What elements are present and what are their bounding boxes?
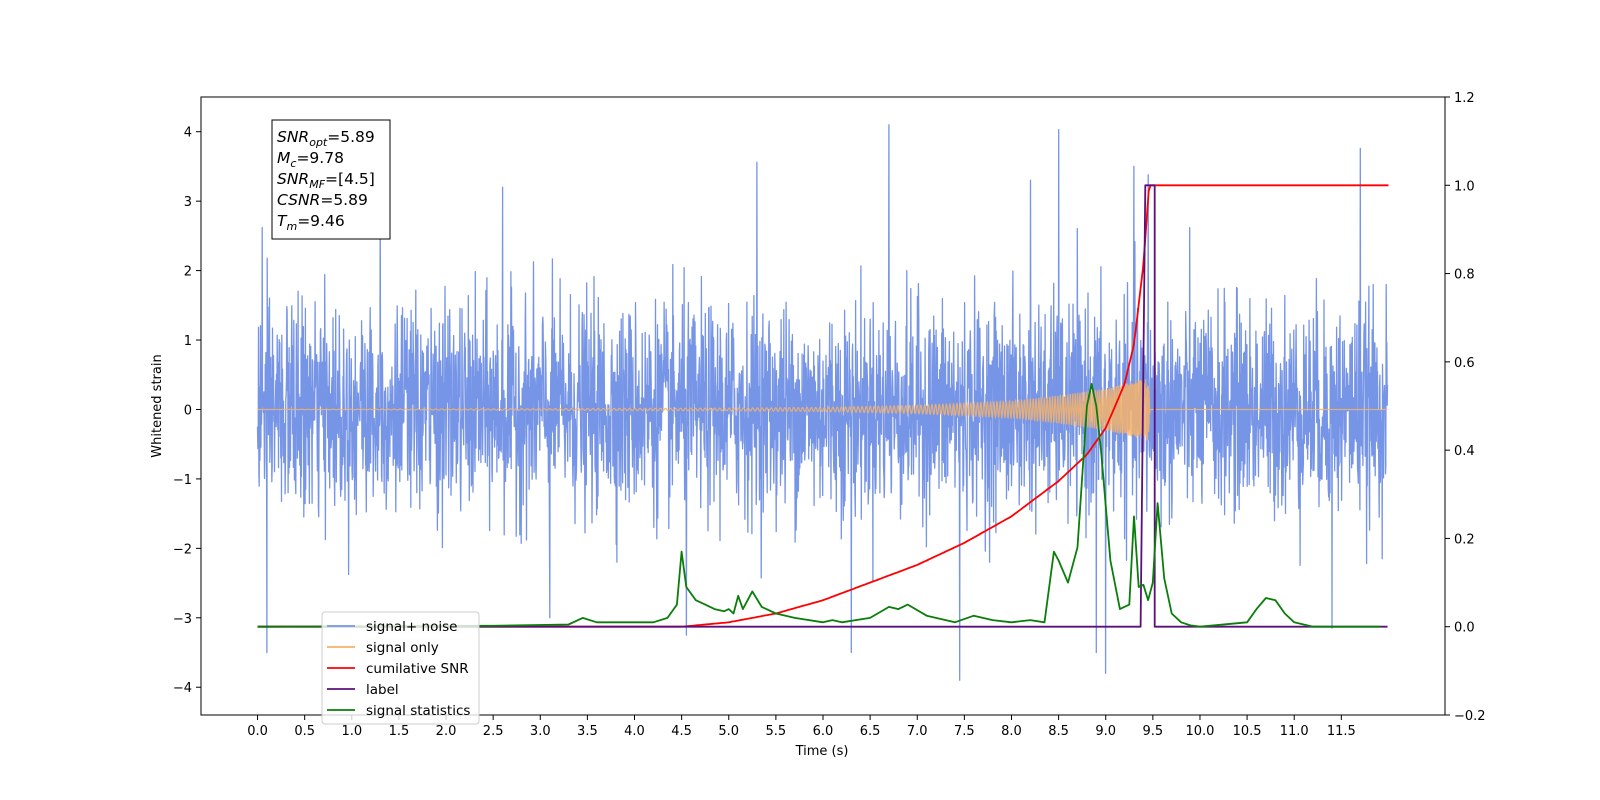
y-tick-label: −1 — [173, 473, 192, 488]
annotation-line: Mc=9.78 — [277, 149, 344, 170]
x-tick-label: 0.0 — [247, 724, 268, 739]
y-tick-label: 0 — [184, 403, 192, 418]
y-right-tick-label: 0.6 — [1454, 356, 1475, 371]
x-tick-label: 8.5 — [1048, 724, 1069, 739]
x-tick-label: 0.5 — [294, 724, 315, 739]
y-tick-label: 1 — [184, 334, 192, 349]
x-axis-label: Time (s) — [795, 744, 849, 759]
y-axis-right: −0.2 0.0 0.2 0.4 0.6 0.8 1.0 1.2 — [1445, 91, 1486, 724]
x-axis: 0.0 0.5 1.0 1.5 2.0 2.5 3.0 3.5 4.0 4.5 5.0 5.5 6.0 6… — [247, 715, 1356, 739]
x-tick-label: 6.0 — [813, 724, 834, 739]
legend-entry: signal only — [366, 640, 439, 656]
annotation-line: SNRopt=5.89 — [277, 128, 375, 149]
annotation-line: SNRMF=[4.5] — [277, 170, 375, 191]
y-right-tick-label: 0.4 — [1454, 444, 1475, 459]
x-tick-label: 4.0 — [624, 724, 645, 739]
legend-entry: cumilative SNR — [366, 661, 469, 677]
x-tick-label: 5.5 — [766, 724, 787, 739]
y-tick-label: 3 — [184, 195, 192, 210]
legend: signal+ noise signal only cumilative SNR la… — [321, 611, 480, 725]
y-right-tick-label: 1.2 — [1454, 91, 1475, 106]
x-tick-label: 5.0 — [718, 724, 739, 739]
x-tick-label: 10.5 — [1233, 724, 1262, 739]
y-right-tick-label: 0.0 — [1454, 621, 1475, 636]
series-signal-only — [257, 379, 1388, 441]
x-tick-label: 11.5 — [1327, 724, 1356, 739]
x-tick-label: 7.5 — [954, 724, 975, 739]
annotation-frame — [271, 119, 391, 240]
y-tick-label: −4 — [173, 681, 192, 696]
series-signal-statistics — [257, 383, 1381, 628]
y-tick-label: −2 — [173, 542, 192, 557]
annotation-line: CSNR=5.89 — [277, 191, 368, 209]
x-tick-label: 3.0 — [530, 724, 551, 739]
x-tick-label: 11.0 — [1280, 724, 1309, 739]
x-tick-label: 1.0 — [341, 724, 362, 739]
x-tick-label: 2.5 — [483, 724, 504, 739]
x-tick-label: 3.5 — [577, 724, 598, 739]
x-tick-label: 6.5 — [860, 724, 881, 739]
x-tick-label: 9.0 — [1095, 724, 1116, 739]
y-right-tick-label: 1.0 — [1454, 179, 1475, 194]
legend-entry: signal+ noise — [366, 619, 457, 635]
x-tick-label: 10.0 — [1185, 724, 1214, 739]
x-tick-label: 2.0 — [436, 724, 457, 739]
y-right-tick-label: 0.2 — [1454, 532, 1475, 547]
y-tick-label: 4 — [184, 126, 192, 141]
y-right-tick-label: −0.2 — [1454, 709, 1486, 724]
x-tick-label: 8.0 — [1001, 724, 1022, 739]
y-right-tick-label: 0.8 — [1454, 268, 1475, 283]
y-axis-label: Whitened strain — [150, 354, 165, 457]
y-tick-label: 2 — [184, 265, 192, 280]
legend-entry: signal statistics — [366, 703, 470, 719]
y-tick-label: −3 — [173, 612, 192, 627]
y-axis-left: −4 −3 −2 −1 0 1 2 3 4 — [173, 126, 201, 696]
x-tick-label: 1.5 — [389, 724, 410, 739]
legend-entry: label — [366, 682, 399, 698]
x-tick-label: 7.0 — [907, 724, 928, 739]
legend-frame — [321, 611, 480, 725]
x-tick-label: 9.5 — [1143, 724, 1164, 739]
x-tick-label: 4.5 — [671, 724, 692, 739]
annotation-line: Tm=9.46 — [277, 212, 345, 233]
